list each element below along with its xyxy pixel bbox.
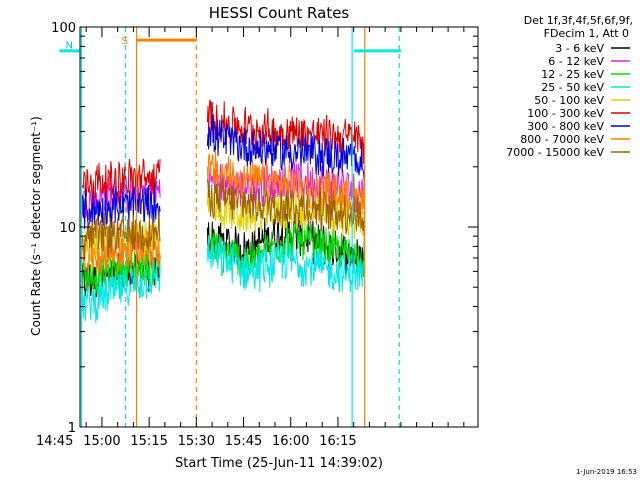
x-tick-label-1515: 15:15 [130,434,167,449]
series-line-4-seg1 [81,258,161,324]
x-tick-label-1445: 14:45 [36,434,73,449]
x-tick-label-1545: 15:45 [225,434,262,449]
legend-header-line-1: Det 1f,3f,4f,5f,6f,9f, [524,14,633,27]
legend-label-9: 7000 - 15000 keV [506,146,604,159]
y-tick-label-10: 10 [59,221,76,236]
series-line-5-seg2 [206,187,366,240]
series-line-6-seg2 [206,99,366,164]
legend-label-6: 100 - 300 keV [527,107,604,120]
x-tick-label-1530: 15:30 [178,434,215,449]
x-tick-label-1600: 16:00 [272,434,309,449]
y-tick-label-1: 1 [68,421,76,436]
axes-layer: 1 10 100 14:45 15:00 15:15 15:30 15:45 16:00 16:1… [36,21,479,449]
series-line-8-seg1 [81,230,161,276]
legend-label-5: 50 - 100 keV [534,94,604,107]
x-tick-label-1500: 15:00 [83,434,120,449]
series-line-9-seg1 [81,209,161,261]
series-line-8-seg2 [206,150,366,219]
timestamp-label: 1-Jun-2019 16:53 [576,468,637,476]
series-line-9-seg2 [206,176,366,237]
legend-header-line-2: FDecim 1, Att 0 [544,27,629,40]
legend-label-3: 12 - 25 keV [541,68,604,81]
series-line-7-seg2 [206,114,366,180]
y-axis-label: Count Rate (s⁻¹ detector segment⁻¹) [29,116,43,336]
legend-label-7: 300 - 800 keV [527,120,604,133]
chart-title: HESSI Count Rates [209,4,350,22]
legend-label-4: 25 - 50 keV [541,81,604,94]
legend-label-8: 800 - 7000 keV [520,133,604,146]
legend-label-2: 6 - 12 keV [548,55,604,68]
series-line-3-seg2 [206,221,366,279]
x-tick-label-1615: 16:15 [319,434,356,449]
series-line-4-seg2 [206,235,366,293]
x-axis-label: Start Time (25-Jun-11 14:39:02) [175,456,383,471]
y-tick-label-100: 100 [51,21,76,36]
saa-label: S [122,36,128,47]
legend-label-1: 3 - 6 keV [555,42,604,55]
night-label: N [65,41,72,52]
